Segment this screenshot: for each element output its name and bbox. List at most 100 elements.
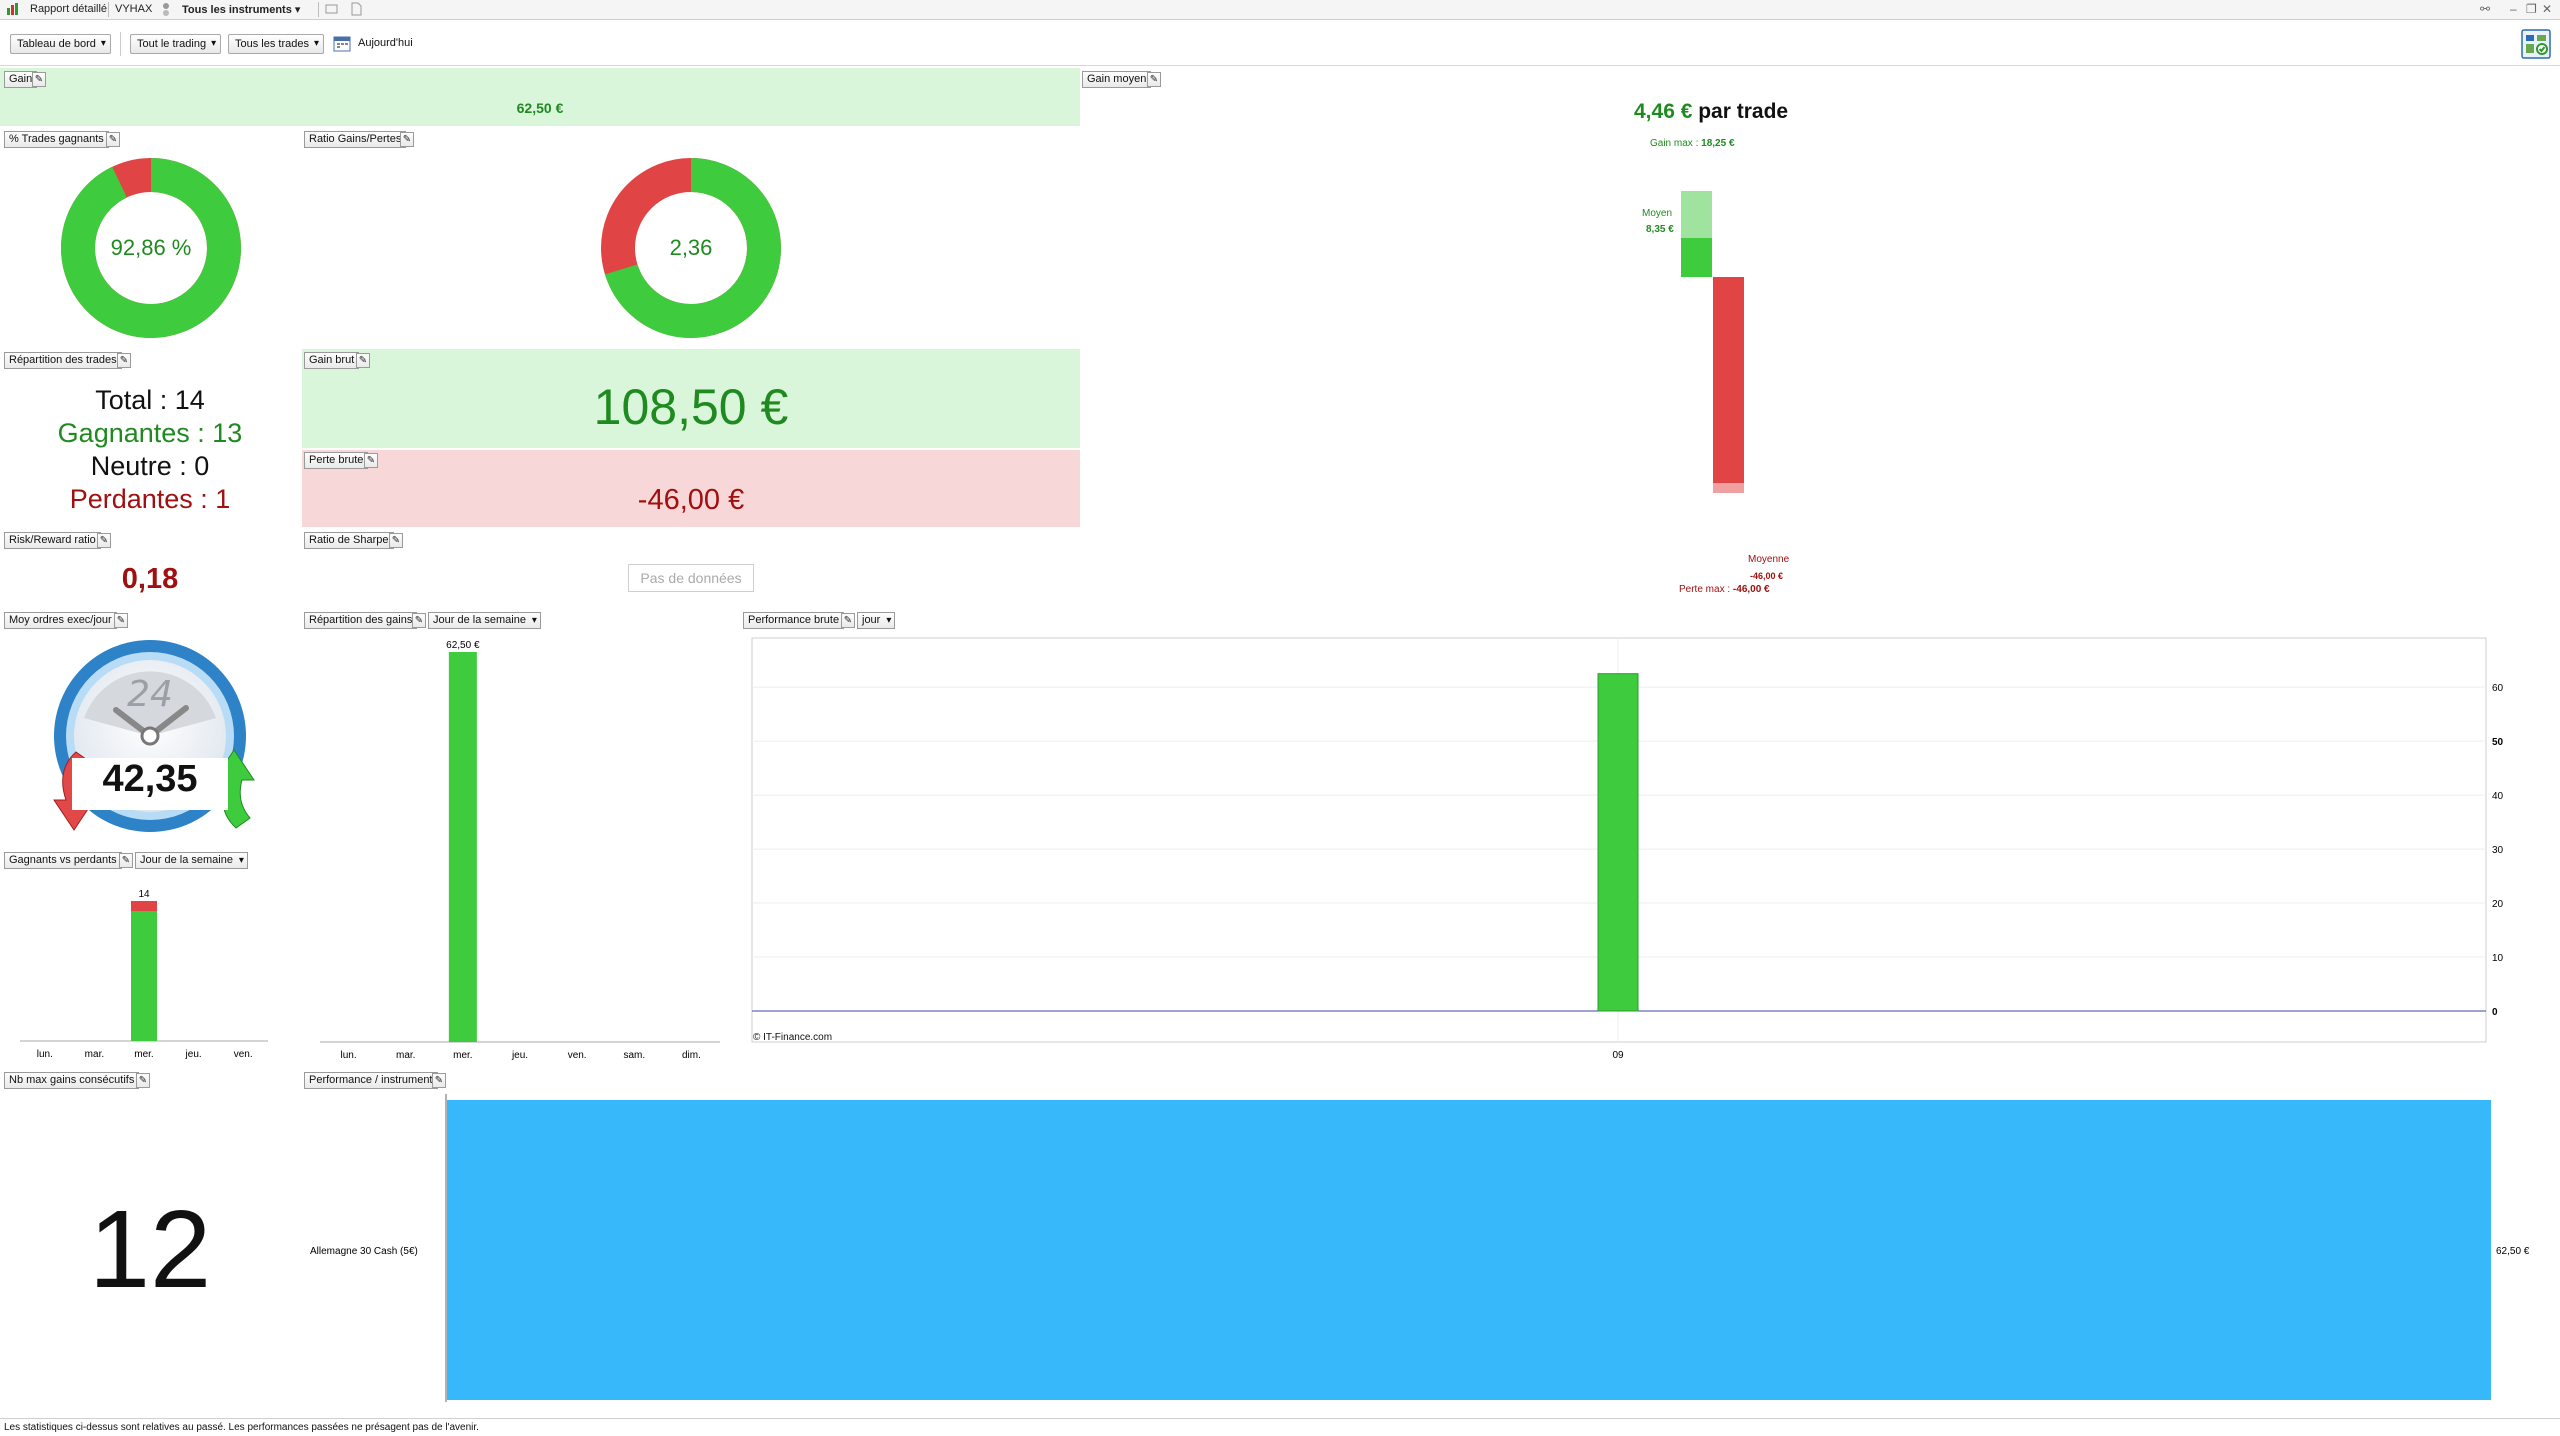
repartition-gains-label: Répartition des gains: [304, 612, 418, 629]
x-tick-label: ven.: [568, 1050, 587, 1061]
pin-icon[interactable]: ✎: [136, 1073, 150, 1088]
data-label: 14: [138, 889, 150, 900]
gain-brut-value: 108,50 €: [593, 379, 789, 435]
perte-max-value: -46,00 €: [1732, 584, 1770, 595]
sharpe-no-data: Pas de données: [628, 564, 754, 592]
pin-icon[interactable]: ✎: [119, 853, 133, 868]
x-tick-label: mar.: [85, 1049, 104, 1060]
gain-max-label: Gain max :: [1650, 138, 1699, 149]
pin-icon[interactable]: ✎: [412, 613, 426, 628]
x-tick-label: ven.: [234, 1049, 253, 1060]
moyenne-value: -46,00 €: [1750, 571, 1784, 581]
pin-icon[interactable]: ✎: [432, 1073, 446, 1088]
dashboard-dropdown[interactable]: Tableau de bord: [10, 34, 111, 54]
pin-icon[interactable]: ✎: [400, 132, 414, 147]
gain-max-caption: Gain max : 18,25 €: [1650, 138, 1735, 149]
new-window-icon[interactable]: [325, 2, 339, 19]
ratio-gp-donut: [601, 158, 781, 338]
y-tick-label: 40: [2492, 791, 2504, 802]
loss-max-bar: [1713, 483, 1744, 494]
gain-moyen-headline: 4,46 € par trade: [1634, 100, 1788, 124]
title-bar: Rapport détaillé VYHAX Tous les instrume…: [0, 0, 2560, 20]
pin-icon[interactable]: ✎: [356, 353, 370, 368]
document-icon[interactable]: [350, 2, 362, 19]
today-button[interactable]: Aujourd'hui: [358, 37, 413, 49]
gagnants-perdants-chart: lun. mar. 14 mer. jeu. ven.: [20, 889, 268, 1060]
gagnants-perdants-period-dropdown[interactable]: Jour de la semaine: [135, 852, 248, 869]
donut-gain-ring: [601, 158, 781, 338]
copyright-text: © IT-Finance.com: [753, 1032, 833, 1043]
bar-gain: [448, 652, 477, 1042]
moyen-value: 8,35 €: [1646, 224, 1674, 235]
ratio-gp-value: 2,36: [669, 235, 713, 260]
x-tick-label: lun.: [37, 1049, 53, 1060]
instrument-icon: [161, 2, 171, 20]
pin-icon[interactable]: ✎: [364, 453, 378, 468]
gain-value: 62,50 €: [516, 100, 564, 116]
nb-max-gains-label: Nb max gains consécutifs: [4, 1072, 140, 1089]
x-tick-label: 09: [1612, 1050, 1624, 1061]
trades-dropdown[interactable]: Tous les trades: [228, 34, 324, 54]
sharpe-label: Ratio de Sharpe: [304, 532, 394, 549]
tab-account[interactable]: VYHAX: [115, 3, 153, 15]
performance-brute-label: Performance brute: [743, 612, 845, 629]
loss-avg-bar: [1713, 277, 1744, 484]
pin-icon[interactable]: ✎: [32, 72, 46, 87]
pin-icon[interactable]: ✎: [117, 353, 131, 368]
bar-winners: [131, 911, 157, 1041]
perte-brute-panel: [302, 450, 1080, 527]
x-tick-label: jeu.: [511, 1050, 528, 1061]
y-tick-label: 0: [2492, 1007, 2498, 1018]
minimize-icon[interactable]: –: [2510, 2, 2517, 16]
total-trades: Total : 14: [95, 385, 205, 415]
tab-rapport-detaille[interactable]: Rapport détaillé: [30, 3, 108, 15]
gain-moyen-label: Gain moyen: [1082, 71, 1152, 88]
gain-brut-label: Gain brut: [304, 352, 360, 369]
pin-icon[interactable]: ✎: [106, 132, 120, 147]
perte-brute-value: -46,00 €: [637, 484, 745, 516]
restore-icon[interactable]: ❐: [2526, 2, 2537, 16]
ratio-gp-label: Ratio Gains/Pertes: [304, 131, 407, 148]
repartition-trades-list: Total : 14 Gagnantes : 13 Neutre : 0 Per…: [0, 384, 300, 516]
bar-instrument: [447, 1100, 2491, 1400]
trading-dropdown[interactable]: Tout le trading: [130, 34, 222, 54]
x-tick-label: jeu.: [185, 1049, 202, 1060]
gauge-dial-number: 24: [127, 674, 173, 715]
moy-ordres-label: Moy ordres exec/jour: [4, 612, 117, 629]
y-tick-label: 20: [2492, 899, 2504, 910]
report-icon: [6, 2, 20, 19]
orders-gauge-icon: 24: [53, 640, 255, 832]
pin-icon[interactable]: ✎: [97, 533, 111, 548]
pin-icon[interactable]: ✎: [1147, 72, 1161, 87]
close-icon[interactable]: ✕: [2542, 2, 2553, 16]
tab-instruments-dropdown[interactable]: Tous les instruments ▾: [182, 4, 301, 16]
x-tick-label: mer.: [134, 1049, 153, 1060]
perte-brute-label: Perte brute: [304, 452, 369, 469]
calendar-icon[interactable]: [333, 34, 351, 55]
gagnants-perdants-label: Gagnants vs perdants: [4, 852, 122, 869]
pin-icon[interactable]: ✎: [114, 613, 128, 628]
gain-max-value: 18,25 €: [1701, 138, 1735, 149]
toolbar: Tableau de bord Tout le trading Tous les…: [0, 20, 2560, 66]
pct-gagnants-value: 92,86 %: [110, 235, 192, 260]
perte-max-label: Perte max :: [1679, 584, 1731, 595]
data-label: 62,50 €: [446, 640, 480, 651]
nb-max-gains-value: 12: [88, 1188, 212, 1311]
bar-losers: [131, 901, 157, 911]
repartition-trades-label: Répartition des trades: [4, 352, 122, 369]
pin-icon[interactable]: ✎: [389, 533, 403, 548]
pin-icon[interactable]: ✎: [841, 613, 855, 628]
repartition-gains-period-dropdown[interactable]: Jour de la semaine: [428, 612, 541, 629]
gain-panel: [0, 68, 1080, 126]
data-label: 62,50 €: [2496, 1246, 2530, 1257]
moyen-label: Moyen: [1642, 208, 1673, 219]
dashboard-config-icon[interactable]: [2520, 28, 2552, 63]
share-icon[interactable]: ⚯: [2480, 2, 2491, 16]
y-tick-label: 50: [2492, 737, 2504, 748]
repartition-gains-chart: lun. mar. 62,50 € mer. jeu. ven. sam. dim.: [320, 640, 720, 1061]
performance-brute-chart: 0 10 20 30 40 50 60 09: [751, 637, 2504, 1061]
perte-max-caption: Perte max : -46,00 €: [1679, 584, 1770, 595]
performance-brute-period-dropdown[interactable]: jour: [857, 612, 896, 629]
bar-performance: [1597, 673, 1639, 1012]
x-tick-label: dim.: [682, 1050, 701, 1061]
